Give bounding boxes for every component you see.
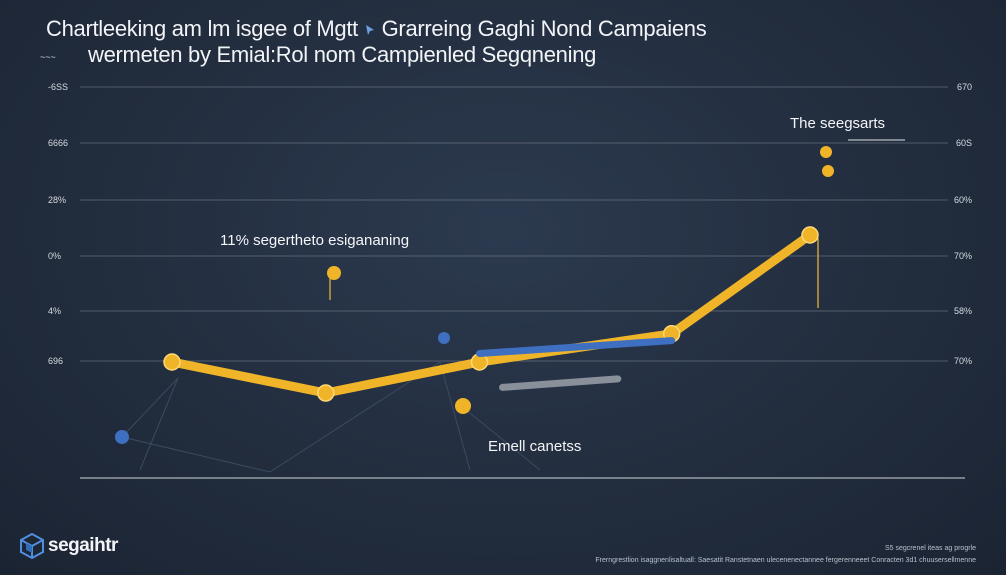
- decor-line: [121, 436, 271, 473]
- annotation-segments: The seegsarts: [790, 115, 886, 132]
- series-line: [499, 375, 622, 391]
- footer-line-1: S5 segcrenel iteas ag progrle: [884, 545, 976, 552]
- logo-text: segaihtr: [48, 535, 118, 556]
- chart-title: Chartleeking am lm isgee of Mgtt Grarrei…: [46, 16, 707, 41]
- decor-line: [121, 377, 179, 438]
- series-line: [476, 337, 676, 357]
- y-tick-left: -6SS: [48, 82, 69, 92]
- marker-point: [820, 146, 832, 158]
- annotation-email-contacts: Emell canetss: [488, 438, 582, 455]
- y-tick-right: 70%: [953, 356, 972, 366]
- y-tick-left: 0%: [48, 251, 62, 261]
- marker-point: [455, 398, 471, 414]
- decor-line: [459, 404, 541, 471]
- decor-line: [269, 361, 441, 473]
- brand-logo: segaihtr: [20, 533, 118, 559]
- y-tick-right: 58%: [953, 306, 972, 316]
- data-point: [801, 226, 819, 244]
- decor-line: [439, 361, 471, 471]
- y-tick-right: 670: [956, 82, 972, 92]
- marker-point: [438, 332, 450, 344]
- y-tick-right: 60S: [955, 138, 972, 148]
- chart-subtitle: wermeten by Emial:Rol nom Campienled Seg…: [88, 42, 597, 67]
- footer-line-2: Frerngrestlion isaggnenlisaltuall: Saesa…: [595, 557, 976, 564]
- subtitle-prefix: ~~~: [40, 52, 56, 62]
- y-tick-left: 6666: [48, 138, 69, 148]
- series-line: [167, 230, 815, 398]
- marker-point: [115, 430, 129, 444]
- marker-point: [327, 266, 341, 280]
- y-tick-left: 4%: [48, 306, 62, 316]
- data-point: [316, 384, 335, 402]
- cube-logo-icon: [20, 533, 44, 559]
- data-point: [163, 353, 181, 371]
- y-tick-right: 70%: [953, 251, 972, 261]
- annotation-segmenting: 11% segertheto esigananing: [220, 232, 410, 249]
- y-tick-left: 696: [48, 356, 64, 366]
- y-tick-right: 60%: [953, 195, 972, 205]
- decor-line: [139, 377, 179, 471]
- y-tick-left: 28%: [48, 195, 67, 205]
- cursor-icon: [365, 25, 374, 35]
- marker-point: [822, 165, 834, 177]
